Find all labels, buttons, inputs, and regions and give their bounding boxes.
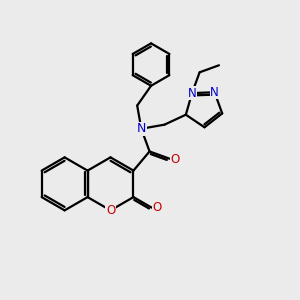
Text: O: O xyxy=(171,153,180,166)
Text: O: O xyxy=(152,201,162,214)
Text: O: O xyxy=(106,204,115,217)
Text: N: N xyxy=(188,87,197,100)
Text: N: N xyxy=(136,122,146,135)
Text: N: N xyxy=(210,86,219,99)
